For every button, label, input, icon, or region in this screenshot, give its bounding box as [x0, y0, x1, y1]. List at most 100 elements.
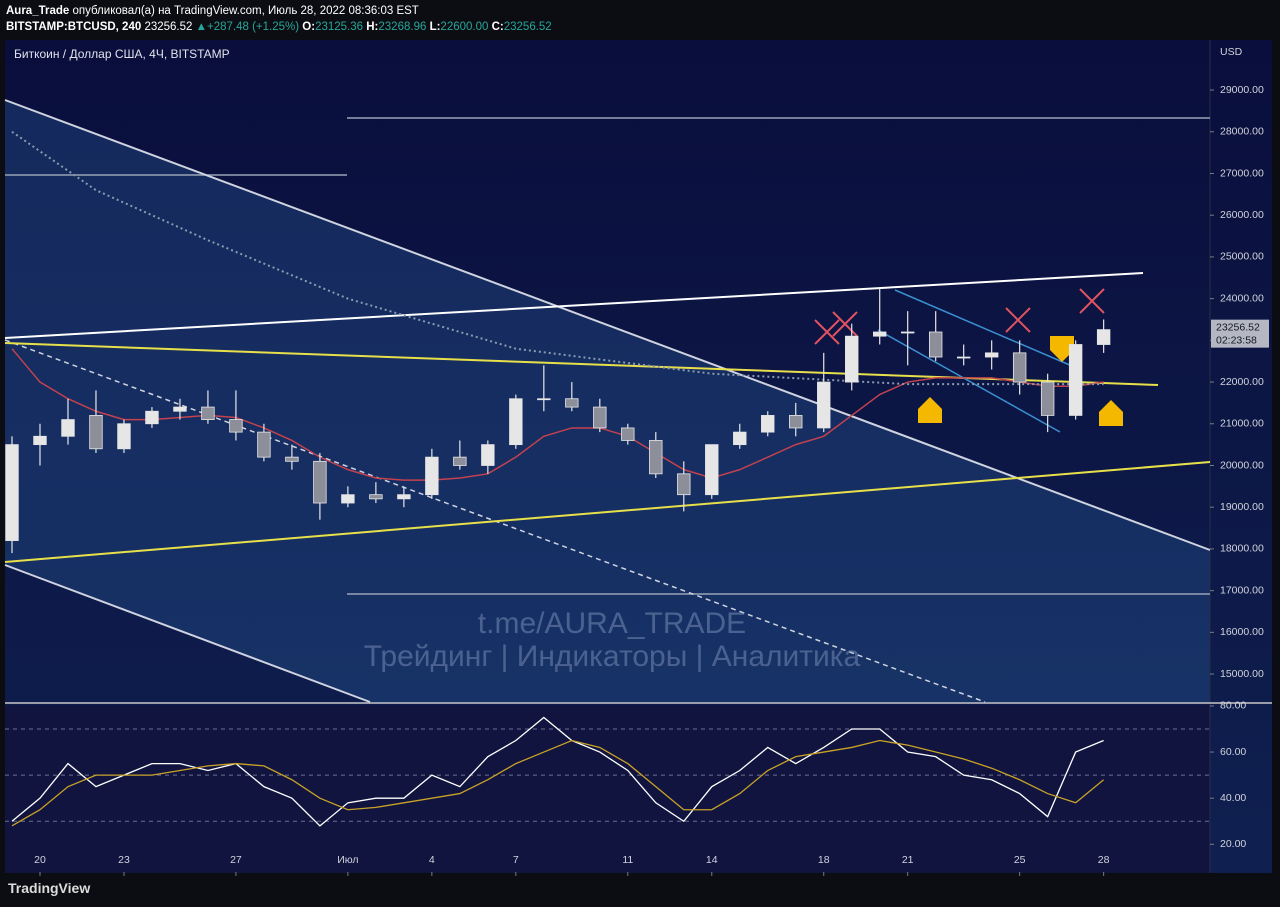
- y-tick-label: 26000.00: [1220, 209, 1264, 221]
- x-tick-label: 4: [429, 854, 435, 866]
- candle-body: [817, 381, 831, 429]
- candle-body: [1068, 344, 1083, 416]
- candle-body: [593, 406, 607, 429]
- published: опубликовал(а) на TradingView.com, Июль …: [72, 5, 419, 17]
- footer-logo: TradingView: [8, 880, 91, 896]
- y-tick-label: 24000.00: [1220, 292, 1264, 304]
- candle-body: [956, 356, 971, 359]
- candle-body: [677, 473, 691, 496]
- last-price-label: 23256.52: [1216, 321, 1260, 333]
- candle-body: [453, 456, 467, 466]
- up-arrow-icon: [1099, 400, 1123, 426]
- ohlc-value: 23268.96: [378, 21, 427, 33]
- y-tick-label: 21000.00: [1220, 418, 1264, 430]
- candle-body: [173, 406, 187, 412]
- rsi-line: [11, 739, 1105, 827]
- trend-line-yellow: [4, 461, 1211, 563]
- candle-body: [621, 427, 635, 441]
- channel-fill: [5, 100, 1210, 702]
- x-tick-label: 20: [34, 854, 46, 866]
- candle-body: [5, 444, 19, 541]
- down-arrow-icon: [1050, 336, 1074, 362]
- header-line-1: Aura_Trade опубликовал(а) на TradingView…: [6, 3, 552, 19]
- x-tick-label: 11: [622, 854, 633, 866]
- x-tick-label: 28: [1098, 854, 1110, 866]
- y-tick-label: 20.00: [1220, 838, 1246, 850]
- candle-body: [928, 331, 943, 358]
- candle-body: [901, 331, 915, 334]
- y-tick-label: 25000.00: [1220, 251, 1264, 263]
- candle-body: [789, 415, 803, 429]
- y-tick-label: 27000.00: [1220, 167, 1264, 179]
- candle-body: [984, 352, 999, 358]
- x-tick-label: Июл: [337, 854, 358, 866]
- y-tick-label: 40.00: [1220, 792, 1246, 804]
- candle-body: [845, 335, 859, 383]
- trend-line: [4, 564, 371, 703]
- ohlc-label: O:: [302, 21, 316, 33]
- y-tick-label: 22000.00: [1220, 376, 1264, 388]
- candle-body: [341, 494, 355, 504]
- ohlc-label: L:: [429, 21, 441, 33]
- channel-line: [877, 329, 1061, 433]
- candle-body: [1012, 352, 1027, 383]
- candle-body: [873, 331, 887, 337]
- arrow: ▲: [195, 21, 208, 33]
- rsi-line: [11, 716, 1104, 827]
- channel-line: [894, 289, 1073, 367]
- candle-body: [61, 419, 75, 437]
- candle-body: [481, 444, 495, 466]
- y-tick-label: 18000.00: [1220, 543, 1264, 555]
- y-tick-label: 28000.00: [1220, 126, 1264, 138]
- countdown-label: 02:23:58: [1216, 334, 1257, 346]
- watermark: t.me/AURA_TRADE: [478, 607, 746, 640]
- candle-body: [705, 444, 719, 496]
- candle-body: [649, 440, 663, 475]
- author: Aura_Trade: [6, 5, 70, 17]
- rsi-background: [5, 705, 1210, 873]
- candle-body: [229, 419, 243, 433]
- change: +287.48 (+1.25%): [207, 21, 300, 33]
- y-tick-label: 80.00: [1220, 700, 1246, 712]
- candle-body: [33, 435, 47, 446]
- candle-body: [1040, 381, 1055, 416]
- trend-line: [4, 99, 1211, 551]
- y-tick-label: 17000.00: [1220, 584, 1264, 596]
- x-tick-label: 18: [818, 854, 830, 866]
- ohlc-value: 23125.36: [315, 21, 364, 33]
- candle-body: [89, 415, 103, 450]
- x-tick-label: 27: [230, 854, 242, 866]
- candle-body: [733, 431, 747, 446]
- x-tick-label: 21: [902, 854, 914, 866]
- candle-body: [397, 494, 411, 500]
- chart-title: Биткоин / Доллар США, 4Ч, BITSTAMP: [14, 47, 230, 61]
- symbol: BITSTAMP:BTCUSD, 240: [6, 21, 142, 33]
- candle-body: [369, 494, 383, 500]
- x-tick-label: 14: [706, 854, 718, 866]
- watermark: Трейдинг | Индикаторы | Аналитика: [364, 640, 861, 673]
- candle-body: [509, 398, 523, 446]
- candle-body: [537, 398, 551, 401]
- candle-body: [425, 456, 439, 496]
- x-tick-label: 25: [1014, 854, 1026, 866]
- header-line-2: BITSTAMP:BTCUSD, 240 23256.52 ▲+287.48 (…: [6, 19, 552, 35]
- candle-body: [117, 423, 131, 450]
- cross-marker: [1005, 307, 1031, 333]
- candle-body: [257, 431, 271, 458]
- last-price-box: [1211, 319, 1269, 348]
- ohlc-label: C:: [491, 21, 504, 33]
- annotation-icons: [814, 288, 1123, 426]
- cross-marker: [814, 319, 840, 345]
- moving-average: [11, 348, 1104, 481]
- price: 23256.52: [144, 21, 193, 33]
- candle-body: [201, 406, 215, 420]
- y-tick-label: 15000.00: [1220, 668, 1264, 680]
- ohlc-value: 23256.52: [503, 21, 552, 33]
- y-tick-label: 16000.00: [1220, 626, 1264, 638]
- up-arrow-icon: [918, 397, 942, 423]
- candle-body: [1096, 329, 1111, 345]
- drawings: [4, 99, 1211, 703]
- cross-marker: [1079, 288, 1105, 314]
- y-tick-label: 20000.00: [1220, 459, 1264, 471]
